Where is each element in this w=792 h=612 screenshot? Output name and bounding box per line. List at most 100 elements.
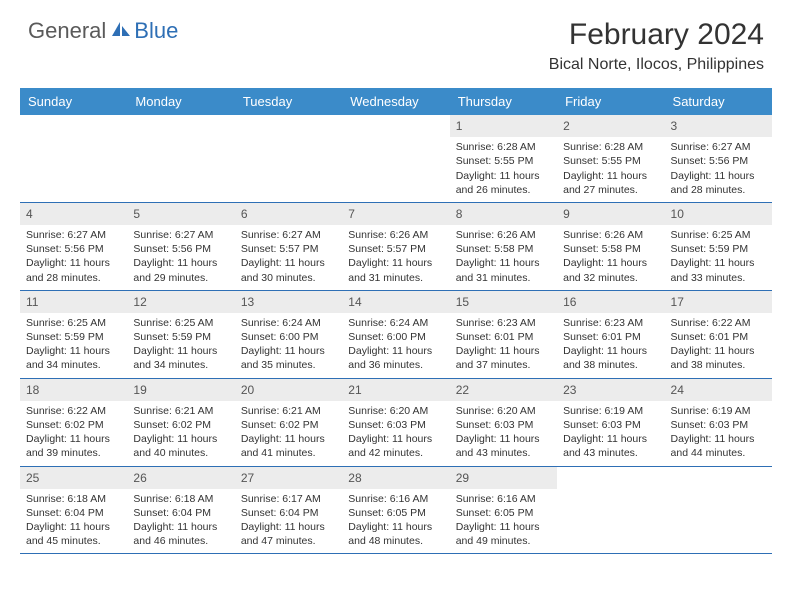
daylight-text: Daylight: 11 hours and 45 minutes. <box>26 520 121 548</box>
calendar-cell: 24 Sunrise: 6:19 AMSunset: 6:03 PMDayligh… <box>665 379 772 466</box>
daylight-text: Daylight: 11 hours and 38 minutes. <box>563 344 658 372</box>
calendar-cell: 13Sunrise: 6:24 AMSunset: 6:00 PMDayligh… <box>235 291 342 378</box>
weekday-header: Saturday <box>665 88 772 115</box>
sunset-text: Sunset: 5:58 PM <box>563 242 658 256</box>
sunrise-text: Sunrise: 6:21 AM <box>241 404 336 418</box>
day-number: 9 <box>557 203 664 225</box>
calendar-cell: 29Sunrise: 6:16 AMSunset: 6:05 PMDayligh… <box>450 467 557 554</box>
weekday-header: Thursday <box>450 88 557 115</box>
calendar-week: ....1Sunrise: 6:28 AMSunset: 5:55 PMDayl… <box>20 115 772 203</box>
day-number: 2 <box>557 115 664 137</box>
day-number: 7 <box>342 203 449 225</box>
daylight-text: Daylight: 11 hours and 43 minutes. <box>456 432 551 460</box>
calendar-cell: 16 Sunrise: 6:23 AMSunset: 6:01 PMDayligh… <box>557 291 664 378</box>
sunrise-text: Sunrise: 6:18 AM <box>26 492 121 506</box>
sunrise-text: Sunrise: 6:22 AM <box>26 404 121 418</box>
sunset-text: Sunset: 6:04 PM <box>133 506 228 520</box>
sunset-text: Sunset: 6:02 PM <box>133 418 228 432</box>
calendar-cell: . <box>127 115 234 202</box>
cell-body: Sunrise: 6:23 AMSunset: 6:01 PMDaylight:… <box>557 316 664 378</box>
cell-body: Sunrise: 6:27 AMSunset: 5:56 PMDaylight:… <box>665 140 772 202</box>
cell-body: Sunrise: 6:21 AMSunset: 6:02 PMDaylight:… <box>235 404 342 466</box>
daylight-text: Daylight: 11 hours and 34 minutes. <box>133 344 228 372</box>
calendar-cell: 11Sunrise: 6:25 AMSunset: 5:59 PMDayligh… <box>20 291 127 378</box>
sunrise-text: Sunrise: 6:27 AM <box>133 228 228 242</box>
sunrise-text: Sunrise: 6:24 AM <box>348 316 443 330</box>
sunset-text: Sunset: 5:55 PM <box>563 154 658 168</box>
cell-body: Sunrise: 6:18 AMSunset: 6:04 PMDaylight:… <box>20 492 127 554</box>
cell-body: Sunrise: 6:16 AMSunset: 6:05 PMDaylight:… <box>450 492 557 554</box>
sunrise-text: Sunrise: 6:20 AM <box>456 404 551 418</box>
day-number: 16 <box>557 291 664 313</box>
calendar-cell: 23Sunrise: 6:19 AMSunset: 6:03 PMDayligh… <box>557 379 664 466</box>
sunrise-text: Sunrise: 6:26 AM <box>563 228 658 242</box>
daylight-text: Daylight: 11 hours and 28 minutes. <box>671 169 766 197</box>
calendar-cell: 28 Sunrise: 6:16 AMSunset: 6:05 PMDayligh… <box>342 467 449 554</box>
sunrise-text: Sunrise: 6:27 AM <box>241 228 336 242</box>
logo-text-blue: Blue <box>134 18 178 44</box>
sunset-text: Sunset: 6:01 PM <box>563 330 658 344</box>
cell-body: Sunrise: 6:24 AMSunset: 6:00 PMDaylight:… <box>342 316 449 378</box>
sunset-text: Sunset: 6:01 PM <box>456 330 551 344</box>
sunset-text: Sunset: 6:02 PM <box>26 418 121 432</box>
calendar-cell: 20 Sunrise: 6:21 AMSunset: 6:02 PMDayligh… <box>235 379 342 466</box>
daylight-text: Daylight: 11 hours and 43 minutes. <box>563 432 658 460</box>
daylight-text: Daylight: 11 hours and 42 minutes. <box>348 432 443 460</box>
cell-body: Sunrise: 6:26 AMSunset: 5:58 PMDaylight:… <box>450 228 557 290</box>
daylight-text: Daylight: 11 hours and 40 minutes. <box>133 432 228 460</box>
calendar-cell: 7Sunrise: 6:26 AMSunset: 5:57 PMDaylight… <box>342 203 449 290</box>
day-number: 20 <box>235 379 342 401</box>
cell-body: Sunrise: 6:22 AMSunset: 6:01 PMDaylight:… <box>665 316 772 378</box>
sunrise-text: Sunrise: 6:26 AM <box>348 228 443 242</box>
logo-sail-icon <box>110 20 132 43</box>
sunrise-text: Sunrise: 6:27 AM <box>26 228 121 242</box>
location-subtitle: Bical Norte, Ilocos, Philippines <box>549 56 764 74</box>
day-number: 15 <box>450 291 557 313</box>
calendar-cell: 18 Sunrise: 6:22 AMSunset: 6:02 PMDayligh… <box>20 379 127 466</box>
day-number: 10 <box>665 203 772 225</box>
day-number: 18 <box>20 379 127 401</box>
cell-body: Sunrise: 6:19 AMSunset: 6:03 PMDaylight:… <box>665 404 772 466</box>
logo-text-general: General <box>28 18 106 44</box>
day-number: 24 <box>665 379 772 401</box>
calendar-week: 18Sunrise: 6:22 AMSunset: 6:02 PMDayligh… <box>20 379 772 467</box>
calendar-cell: . <box>665 467 772 554</box>
daylight-text: Daylight: 11 hours and 32 minutes. <box>563 256 658 284</box>
calendar-cell: 3Sunrise: 6:27 AMSunset: 5:56 PMDaylight… <box>665 115 772 202</box>
calendar-cell: 8 Sunrise: 6:26 AMSunset: 5:58 PMDaylight… <box>450 203 557 290</box>
calendar-cell: . <box>235 115 342 202</box>
daylight-text: Daylight: 11 hours and 33 minutes. <box>671 256 766 284</box>
sunset-text: Sunset: 6:05 PM <box>348 506 443 520</box>
day-number: 12 <box>127 291 234 313</box>
daylight-text: Daylight: 11 hours and 46 minutes. <box>133 520 228 548</box>
day-number: 8 <box>450 203 557 225</box>
daylight-text: Daylight: 11 hours and 36 minutes. <box>348 344 443 372</box>
sunset-text: Sunset: 6:04 PM <box>26 506 121 520</box>
sunset-text: Sunset: 6:03 PM <box>671 418 766 432</box>
calendar-week: 11Sunrise: 6:25 AMSunset: 5:59 PMDayligh… <box>20 291 772 379</box>
sunset-text: Sunset: 6:03 PM <box>348 418 443 432</box>
cell-body: Sunrise: 6:22 AMSunset: 6:02 PMDaylight:… <box>20 404 127 466</box>
sunrise-text: Sunrise: 6:22 AM <box>671 316 766 330</box>
daylight-text: Daylight: 11 hours and 48 minutes. <box>348 520 443 548</box>
sunrise-text: Sunrise: 6:25 AM <box>133 316 228 330</box>
calendar-cell: 22Sunrise: 6:20 AMSunset: 6:03 PMDayligh… <box>450 379 557 466</box>
sunrise-text: Sunrise: 6:16 AM <box>348 492 443 506</box>
day-number: 23 <box>557 379 664 401</box>
daylight-text: Daylight: 11 hours and 34 minutes. <box>26 344 121 372</box>
sunrise-text: Sunrise: 6:25 AM <box>26 316 121 330</box>
cell-body: Sunrise: 6:27 AMSunset: 5:56 PMDaylight:… <box>127 228 234 290</box>
calendar-cell: . <box>20 115 127 202</box>
calendar-cell: 19Sunrise: 6:21 AMSunset: 6:02 PMDayligh… <box>127 379 234 466</box>
calendar-week: 4Sunrise: 6:27 AMSunset: 5:56 PMDaylight… <box>20 203 772 291</box>
sunset-text: Sunset: 6:03 PM <box>563 418 658 432</box>
calendar-cell: 10Sunrise: 6:25 AMSunset: 5:59 PMDayligh… <box>665 203 772 290</box>
sunrise-text: Sunrise: 6:17 AM <box>241 492 336 506</box>
cell-body: Sunrise: 6:28 AMSunset: 5:55 PMDaylight:… <box>557 140 664 202</box>
sunset-text: Sunset: 5:56 PM <box>671 154 766 168</box>
calendar-cell: 26Sunrise: 6:18 AMSunset: 6:04 PMDayligh… <box>127 467 234 554</box>
sunrise-text: Sunrise: 6:16 AM <box>456 492 551 506</box>
day-number: 28 <box>342 467 449 489</box>
sunrise-text: Sunrise: 6:18 AM <box>133 492 228 506</box>
calendar-cell: 21Sunrise: 6:20 AMSunset: 6:03 PMDayligh… <box>342 379 449 466</box>
